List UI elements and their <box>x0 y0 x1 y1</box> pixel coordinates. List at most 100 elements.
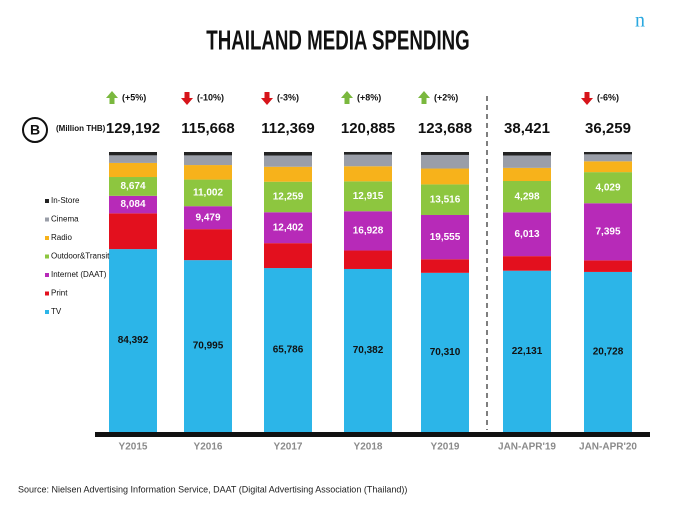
data-label: 22,131 <box>512 346 543 357</box>
change-arrow <box>581 92 593 105</box>
data-label: 12,259 <box>273 192 304 203</box>
change-arrow <box>106 91 118 104</box>
source: Source: Nielsen Advertising Information … <box>18 484 407 494</box>
bar-segment <box>264 243 312 269</box>
bar-segment <box>584 172 632 204</box>
bar-segment <box>109 213 157 250</box>
change-arrow <box>181 92 193 105</box>
x-tick-label: Y2019 <box>431 442 460 453</box>
unit-label: (Million THB) <box>56 124 106 133</box>
data-label: 8,084 <box>120 199 145 210</box>
logo: n <box>635 10 645 32</box>
data-label: 84,392 <box>118 335 149 346</box>
bar-segment <box>503 167 551 181</box>
legend-swatch <box>45 291 49 296</box>
total-label: 38,421 <box>504 120 550 137</box>
legend-label: Outdoor&Transit <box>51 252 110 261</box>
bar-segment <box>503 180 551 213</box>
baseline <box>95 432 650 437</box>
data-label: 4,029 <box>595 182 620 193</box>
legend-label: Cinema <box>51 215 79 224</box>
data-label: 7,395 <box>595 226 620 237</box>
legend-swatch <box>45 217 49 222</box>
total-label: 129,192 <box>106 120 160 137</box>
bar-segment <box>503 212 551 257</box>
data-label: 11,002 <box>193 188 223 199</box>
change-label: (-10%) <box>197 92 224 102</box>
bar-segment <box>109 155 157 163</box>
bar-segment <box>344 152 392 155</box>
data-label: 65,786 <box>273 345 304 356</box>
data-label: 13,516 <box>430 194 461 205</box>
bar-segment <box>421 214 469 260</box>
bar-segment <box>264 212 312 244</box>
bar-segment <box>264 152 312 156</box>
bar-segment <box>264 166 312 182</box>
legend-swatch <box>45 310 49 314</box>
bar-segment <box>344 250 392 269</box>
legend-label: In-Store <box>51 196 80 205</box>
data-label: 6,013 <box>514 229 539 240</box>
legend-swatch <box>45 199 49 203</box>
change-label: (+5%) <box>122 92 146 102</box>
bar-segment <box>421 168 469 185</box>
data-label: 70,382 <box>353 345 384 356</box>
bar-segment <box>184 152 232 156</box>
data-label: 9,479 <box>195 212 220 223</box>
bar-segment <box>344 268 392 432</box>
x-tick-label: Y2015 <box>119 442 148 453</box>
bar-segment <box>109 177 157 196</box>
change-label: (-6%) <box>597 92 619 102</box>
badge: B <box>30 122 40 138</box>
data-label: 16,928 <box>353 225 384 236</box>
change-label: (-3%) <box>277 92 299 102</box>
legend-swatch <box>45 273 49 277</box>
x-tick-label: Y2017 <box>274 442 303 453</box>
bar-segment <box>184 260 232 432</box>
data-label: 8,674 <box>120 181 145 192</box>
bar-segment <box>584 161 632 173</box>
bar-segment <box>584 271 632 432</box>
bar-segment <box>109 152 157 156</box>
bar-segment <box>184 229 232 261</box>
data-label: 20,728 <box>593 347 624 358</box>
bar-segment <box>503 155 551 168</box>
legend-label: TV <box>51 307 62 316</box>
bar-segment <box>344 211 392 251</box>
bar-segment <box>264 268 312 432</box>
change-arrow <box>341 91 353 104</box>
bar-segment <box>503 256 551 271</box>
total-label: 123,688 <box>418 120 472 137</box>
x-tick-label: JAN-APR'19 <box>498 442 556 453</box>
bar-segment <box>584 203 632 261</box>
data-label: 70,310 <box>430 347 461 358</box>
bar-segment <box>421 152 469 155</box>
legend-swatch <box>45 236 49 240</box>
bar-segment <box>109 249 157 432</box>
bar-segment <box>584 260 632 272</box>
x-tick-label: JAN-APR'20 <box>579 442 637 453</box>
data-label: 12,402 <box>273 222 304 233</box>
badge-circle <box>22 117 48 143</box>
bar-segment <box>503 270 551 432</box>
change-label: (+8%) <box>357 92 381 102</box>
bar-segment <box>421 184 469 215</box>
bar-segment <box>503 152 551 156</box>
total-label: 36,259 <box>585 120 631 137</box>
bar-segment <box>421 272 469 432</box>
legend-label: Internet (DAAT) <box>51 270 107 279</box>
total-label: 112,369 <box>261 120 314 137</box>
bar-segment <box>109 195 157 214</box>
bar-segment <box>109 162 157 178</box>
total-label: 120,885 <box>341 120 395 137</box>
legend-label: Print <box>51 289 68 298</box>
bar-segment <box>344 166 392 182</box>
change-arrow <box>261 92 273 105</box>
bar-segment <box>344 181 392 212</box>
bar-segment <box>184 206 232 230</box>
total-label: 115,668 <box>181 120 234 137</box>
bar-segment <box>344 154 392 167</box>
bar-segment <box>421 259 469 273</box>
bar-segment <box>421 154 469 169</box>
